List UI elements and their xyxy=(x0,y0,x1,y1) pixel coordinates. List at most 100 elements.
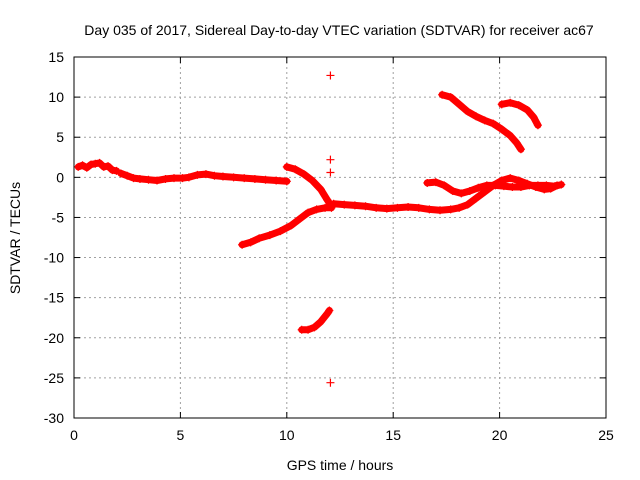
data-point xyxy=(512,138,521,147)
series-arc-g xyxy=(423,178,566,198)
y-tick-label: -30 xyxy=(44,410,64,426)
x-tick-label: 20 xyxy=(492,427,508,443)
data-point xyxy=(350,201,359,210)
y-tick-label: 15 xyxy=(48,49,64,65)
data-point xyxy=(276,227,285,236)
data-point xyxy=(506,98,515,107)
data-point xyxy=(340,200,349,209)
data-point xyxy=(414,203,423,212)
series-arc-e xyxy=(297,306,334,334)
data-point xyxy=(482,181,491,190)
data-point xyxy=(104,162,113,171)
data-point xyxy=(472,194,481,203)
series-arc-a xyxy=(74,158,121,175)
data-point xyxy=(193,170,202,179)
y-tick-label: -10 xyxy=(44,250,64,266)
data-point xyxy=(304,325,313,334)
data-point xyxy=(463,107,472,116)
data-point xyxy=(436,206,445,215)
data-point xyxy=(144,175,153,184)
data-point xyxy=(246,238,255,247)
data-point xyxy=(404,203,413,212)
data-point xyxy=(423,178,432,187)
data-point xyxy=(480,116,489,125)
x-axis-label: GPS time / hours xyxy=(287,457,394,473)
y-tick-label: -15 xyxy=(44,290,64,306)
plot-frame xyxy=(73,56,607,419)
series-arc-h xyxy=(438,90,525,154)
series-arc-i xyxy=(497,98,542,130)
data-point xyxy=(446,205,455,214)
data-point xyxy=(316,317,325,326)
data-point xyxy=(218,172,227,181)
data-point xyxy=(261,175,270,184)
data-point xyxy=(514,176,523,185)
data-point xyxy=(499,182,508,191)
data-point xyxy=(448,186,457,195)
data-point xyxy=(78,161,87,170)
series-arc-b xyxy=(116,169,291,186)
data-point xyxy=(508,182,517,191)
data-point xyxy=(529,113,538,122)
data-point xyxy=(152,176,161,185)
x-tick-label: 0 xyxy=(70,427,78,443)
data-point xyxy=(431,178,440,187)
data-point xyxy=(99,162,108,171)
data-point xyxy=(440,181,449,190)
data-point xyxy=(161,174,170,183)
data-point xyxy=(282,162,291,171)
series-arc-c xyxy=(238,203,336,249)
y-axis-label: SDTVAR / TECUs xyxy=(7,182,23,294)
data-point xyxy=(308,176,317,185)
y-tick-label: -25 xyxy=(44,370,64,386)
data-point xyxy=(323,195,332,204)
data-point xyxy=(533,121,542,130)
y-tick-label: 5 xyxy=(56,129,64,145)
y-tick-label: 10 xyxy=(48,89,64,105)
series-arc-f xyxy=(329,174,562,215)
data-point xyxy=(550,182,559,191)
data-point xyxy=(210,171,219,180)
data-point xyxy=(326,378,335,387)
data-point xyxy=(287,221,296,230)
data-point xyxy=(316,185,325,194)
data-point xyxy=(506,131,515,140)
data-point xyxy=(446,93,455,102)
data-point xyxy=(291,165,300,174)
data-point xyxy=(497,125,506,134)
data-point xyxy=(491,181,500,190)
data-point xyxy=(506,174,515,183)
data-point xyxy=(463,200,472,209)
data-point xyxy=(74,162,83,171)
data-point xyxy=(82,163,91,172)
data-point xyxy=(310,323,319,332)
data-point xyxy=(326,71,335,80)
data-point xyxy=(533,181,542,190)
data-point xyxy=(514,101,523,110)
data-point xyxy=(523,105,532,114)
data-point xyxy=(184,173,193,182)
data-point xyxy=(497,100,506,109)
data-point xyxy=(295,215,304,224)
data-point xyxy=(282,177,291,186)
data-point xyxy=(393,203,402,212)
data-point xyxy=(361,202,370,211)
data-point xyxy=(91,159,100,168)
data-point xyxy=(516,182,525,191)
data-point xyxy=(108,166,117,175)
x-tick-label: 5 xyxy=(177,427,185,443)
data-point xyxy=(525,181,534,190)
data-point xyxy=(557,180,566,189)
data-point xyxy=(312,205,321,214)
x-tick-label: 15 xyxy=(385,427,401,443)
data-point xyxy=(542,181,551,190)
data-point xyxy=(326,155,335,164)
data-point xyxy=(265,231,274,240)
data-point xyxy=(382,204,391,213)
series-outliers xyxy=(326,71,335,387)
data-series xyxy=(74,71,566,387)
data-point xyxy=(178,174,187,183)
chart-title: Day 035 of 2017, Sidereal Day-to-day VTE… xyxy=(84,22,594,38)
